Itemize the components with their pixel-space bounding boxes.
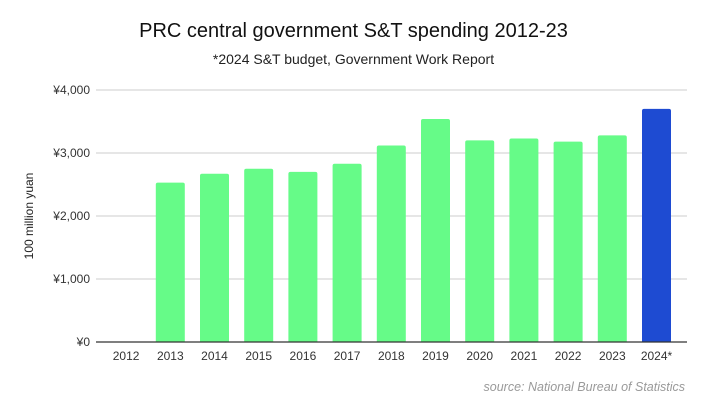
bar-2016 [288,171,318,342]
x-tick-label: 2018 [378,349,405,363]
x-tick-label: 2013 [157,349,184,363]
bar-2015 [244,168,274,342]
bar-2014 [200,173,229,342]
x-tick-label: 2014 [201,349,228,363]
y-tick-label: ¥4,000 [52,83,90,97]
x-tick-label: 2021 [511,349,538,363]
y-tick-label: ¥2,000 [52,209,90,223]
y-axis-ticks: ¥0 ¥1,000 ¥2,000 ¥3,000 ¥4,000 [52,83,90,349]
chart-title: PRC central government S&T spending 2012… [139,20,568,42]
x-axis-ticks: 2012 2013 2014 2015 2016 2017 2018 2019 2020 2021… [113,349,673,363]
x-tick-label: 2019 [422,349,449,363]
y-tick-label: ¥3,000 [52,146,90,160]
source-note: source: National Bureau of Statistics [483,380,686,394]
bar-2017 [332,163,362,342]
x-tick-label: 2024* [641,349,673,363]
x-tick-label: 2023 [599,349,626,363]
x-tick-label: 2020 [466,349,493,363]
bar-2023 [597,135,627,342]
chart-subtitle: *2024 S&T budget, Government Work Report [212,51,495,67]
bar-2024-star [642,108,671,343]
x-tick-label: 2017 [334,349,361,363]
x-tick-label: 2016 [290,349,317,363]
x-tick-label: 2015 [245,349,272,363]
bars [155,108,671,343]
bar-2018 [376,145,406,342]
bar-2013 [155,182,185,342]
y-tick-label: ¥1,000 [52,272,90,286]
y-axis-label: 100 million yuan [22,173,36,260]
bar-2020 [465,140,495,342]
x-tick-label: 2012 [113,349,140,363]
bar-2019 [421,118,450,342]
bar-2021 [509,138,539,342]
bar-2022 [553,141,583,342]
y-tick-label: ¥0 [76,335,91,349]
x-tick-label: 2022 [555,349,582,363]
